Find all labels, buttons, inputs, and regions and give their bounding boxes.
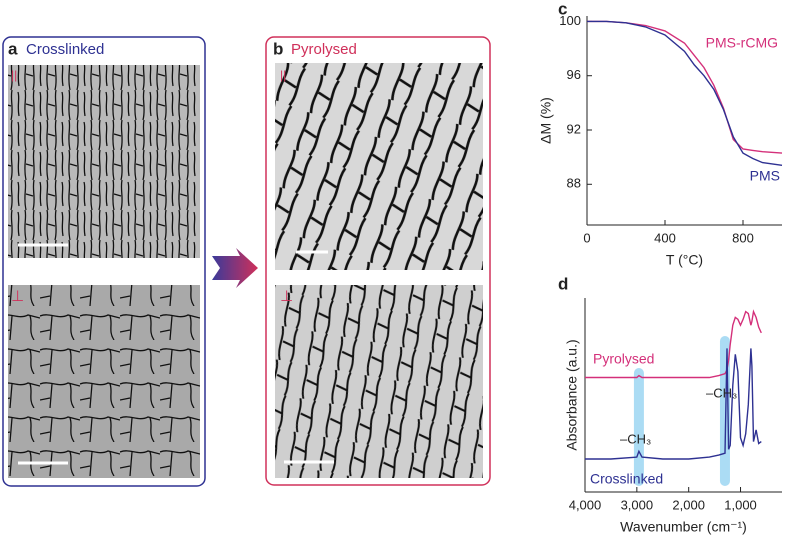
y-tick-label: 100	[559, 13, 581, 28]
panel-label: d	[558, 274, 568, 293]
panel-frame	[265, 36, 491, 486]
orientation: ||	[280, 68, 286, 82]
x-tick-label: 400	[654, 230, 676, 245]
x-tick-label: 2,000	[672, 497, 705, 512]
arrow	[212, 248, 258, 288]
panel-title: Crosslinked	[26, 41, 104, 58]
y-tick-label: 88	[567, 176, 581, 191]
annotation: –CH₃	[620, 431, 651, 446]
orientation: ⊥	[280, 288, 293, 305]
y-axis-label: Absorbance (a.u.)	[564, 339, 580, 450]
highlight-band	[633, 368, 644, 486]
x-tick-label: 3,000	[621, 497, 654, 512]
x-tick-label: 0	[583, 230, 590, 245]
y-tick-label: 92	[567, 121, 581, 136]
panel-title: Pyrolysed	[291, 41, 357, 58]
x-tick-label: 800	[732, 230, 754, 245]
x-tick-label: 4,000	[569, 497, 602, 512]
micrograph	[8, 65, 200, 258]
series-label: PMS-rCMG	[706, 35, 778, 51]
y-axis-label: ΔM (%)	[538, 97, 554, 144]
panel-label: c	[558, 0, 567, 18]
series-line	[587, 20, 783, 166]
series-label: PMS	[750, 168, 780, 184]
panel-label: b	[273, 39, 283, 58]
y-tick-label: 96	[567, 67, 581, 82]
orientation: ||	[11, 68, 17, 82]
series-line	[585, 309, 762, 379]
orientation: ⊥	[11, 288, 24, 305]
micrograph	[8, 285, 200, 478]
micrograph	[275, 63, 483, 270]
panel-frame	[2, 36, 206, 487]
panel-label: a	[8, 39, 18, 58]
x-axis-label: Wavenumber (cm⁻¹)	[620, 519, 747, 535]
micrograph	[275, 285, 483, 478]
annotation: –CH₃	[706, 385, 737, 400]
x-tick-label: 1,000	[724, 497, 757, 512]
series-label: Crosslinked	[590, 471, 663, 487]
series-line	[585, 348, 762, 460]
x-axis-label: T (°C)	[666, 252, 703, 268]
series-label: Pyrolysed	[593, 351, 654, 367]
